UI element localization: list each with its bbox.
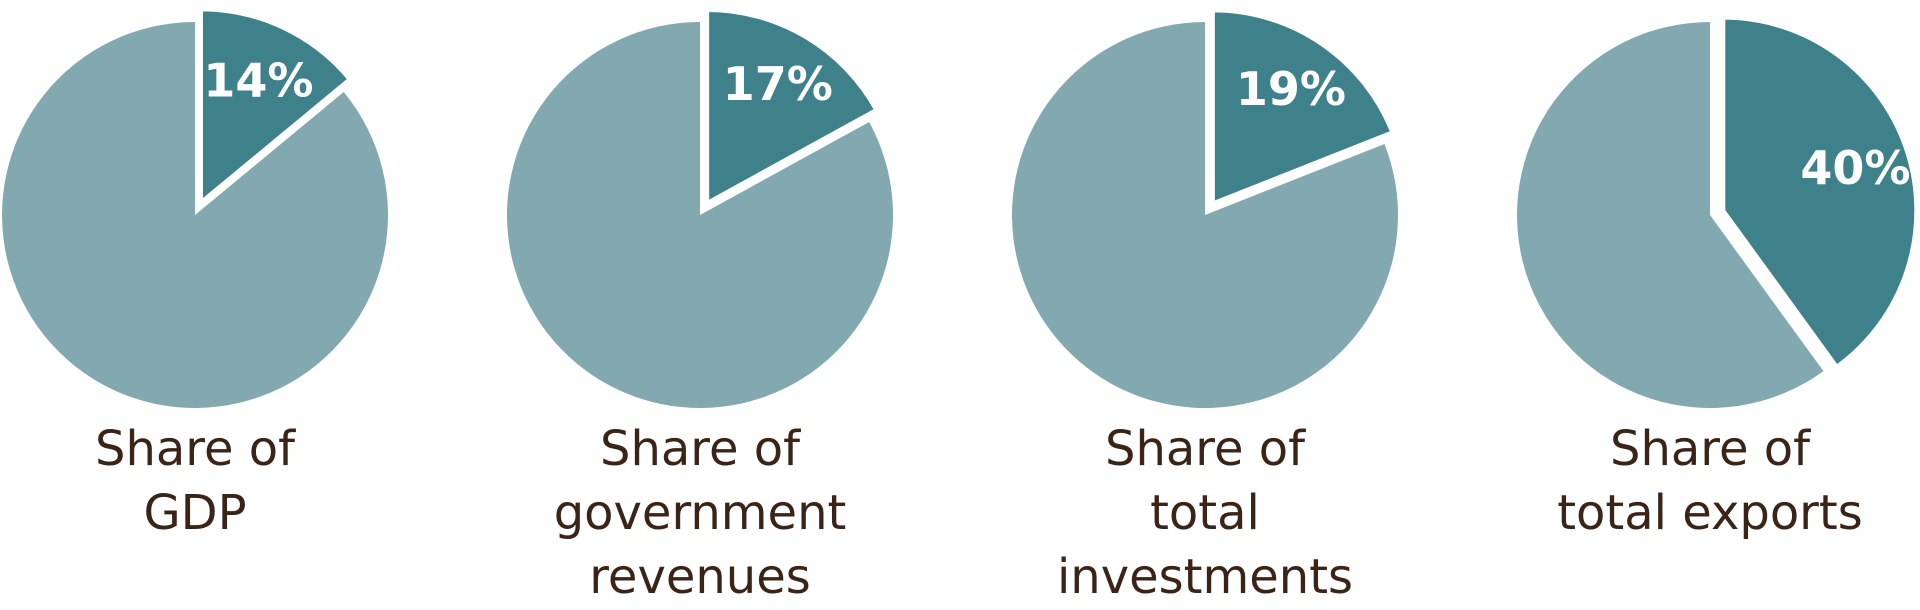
pie-slice-rest (1011, 22, 1398, 408)
pie-slice-rest (1516, 22, 1824, 409)
slice-data-label: 40% (1800, 141, 1910, 195)
pie-caption-line: total exports (1557, 485, 1863, 541)
pie-slice-highlight (198, 7, 353, 207)
pie-chart-2: 17% Share of government revenues (507, 7, 893, 605)
pie-caption-line: government (554, 485, 847, 541)
pie-chart-3: 19% Share of total investments (1011, 8, 1398, 605)
pie-caption-line: total (1150, 485, 1260, 541)
pie-slice-highlight (1210, 8, 1395, 207)
pie-chart-4: 40% Share of total exports (1516, 15, 1919, 541)
slice-data-label: 17% (723, 57, 833, 111)
pie-caption-line: Share of (600, 421, 801, 477)
pie-caption-line: Share of (1105, 421, 1306, 477)
pie-slice-highlight (705, 7, 879, 207)
pie-caption-line: GDP (143, 485, 246, 541)
pie-slice-rest (507, 21, 893, 408)
pie-caption-line: Share of (95, 421, 296, 477)
slice-data-label: 19% (1236, 62, 1346, 116)
slice-data-label: 14% (203, 54, 313, 108)
pie-caption-line: Share of (1610, 421, 1811, 477)
pie-caption-line: investments (1057, 549, 1353, 605)
pie-slice-highlight (1721, 15, 1919, 370)
pie-caption-line: revenues (589, 549, 811, 605)
pie-slice-rest (1, 22, 388, 408)
pie-chart-1: 14% Share of GDP (1, 7, 388, 541)
